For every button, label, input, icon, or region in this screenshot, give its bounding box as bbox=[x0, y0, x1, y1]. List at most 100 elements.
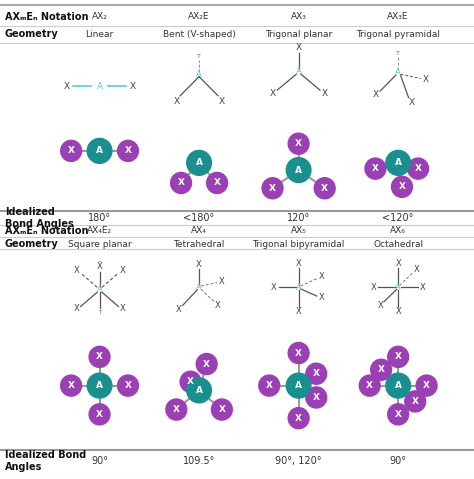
Circle shape bbox=[211, 399, 232, 420]
Text: AX₄E₂: AX₄E₂ bbox=[87, 227, 112, 235]
Text: Bent (V-shaped): Bent (V-shaped) bbox=[163, 30, 236, 39]
Circle shape bbox=[386, 150, 410, 175]
Text: X: X bbox=[415, 164, 421, 173]
Circle shape bbox=[408, 158, 428, 179]
Text: AXₘEₙ Notation: AXₘEₙ Notation bbox=[5, 226, 88, 236]
Circle shape bbox=[386, 373, 410, 398]
Text: X: X bbox=[119, 266, 125, 275]
Text: X: X bbox=[269, 184, 276, 193]
Text: AX₂E: AX₂E bbox=[188, 12, 210, 21]
Text: X: X bbox=[366, 381, 373, 390]
Text: X: X bbox=[266, 381, 273, 390]
Text: Geometry: Geometry bbox=[5, 30, 58, 39]
Text: X: X bbox=[214, 179, 220, 187]
Circle shape bbox=[171, 172, 191, 194]
Text: Trigonal pyramidal: Trigonal pyramidal bbox=[356, 30, 440, 39]
Text: X: X bbox=[423, 381, 430, 390]
Text: X: X bbox=[173, 97, 179, 105]
Text: X: X bbox=[296, 44, 301, 52]
Text: A: A bbox=[97, 82, 102, 91]
Circle shape bbox=[416, 375, 437, 396]
Text: 109.5°: 109.5° bbox=[183, 456, 215, 466]
Text: X: X bbox=[395, 410, 401, 419]
Text: <180°: <180° bbox=[183, 213, 215, 223]
Text: Tetrahedral: Tetrahedral bbox=[173, 240, 225, 249]
Text: X: X bbox=[119, 305, 125, 313]
Text: X: X bbox=[295, 139, 302, 148]
Text: A: A bbox=[395, 283, 401, 292]
Text: X: X bbox=[271, 283, 277, 292]
Text: T: T bbox=[98, 310, 101, 315]
Text: X: X bbox=[372, 164, 379, 173]
Text: X: X bbox=[176, 305, 182, 314]
Text: X: X bbox=[371, 283, 376, 292]
Text: X: X bbox=[295, 349, 302, 357]
Text: A: A bbox=[96, 147, 103, 155]
Circle shape bbox=[166, 399, 187, 420]
Circle shape bbox=[61, 140, 82, 161]
Circle shape bbox=[87, 138, 112, 163]
Text: X: X bbox=[96, 410, 103, 419]
Circle shape bbox=[187, 378, 211, 403]
Text: X: X bbox=[130, 82, 136, 91]
Text: 90°, 120°: 90°, 120° bbox=[275, 456, 322, 466]
Text: X: X bbox=[412, 397, 419, 406]
Text: X: X bbox=[296, 259, 301, 268]
Text: X: X bbox=[377, 301, 383, 310]
Circle shape bbox=[259, 375, 280, 396]
Circle shape bbox=[87, 373, 112, 398]
Text: Geometry: Geometry bbox=[5, 240, 58, 249]
Text: X: X bbox=[321, 184, 328, 193]
Circle shape bbox=[392, 176, 412, 197]
Text: Idealized
Bond Angles: Idealized Bond Angles bbox=[5, 207, 73, 229]
Text: A: A bbox=[196, 386, 202, 395]
Text: A: A bbox=[97, 285, 102, 294]
Text: A: A bbox=[96, 381, 103, 390]
Circle shape bbox=[288, 133, 309, 154]
Text: X: X bbox=[296, 307, 301, 316]
Text: <120°: <120° bbox=[383, 213, 414, 223]
Circle shape bbox=[306, 363, 327, 384]
Text: T: T bbox=[396, 51, 400, 56]
Circle shape bbox=[180, 371, 201, 392]
Text: X: X bbox=[409, 99, 414, 107]
Text: AX₂: AX₂ bbox=[91, 12, 108, 21]
Text: X: X bbox=[68, 147, 74, 155]
Circle shape bbox=[388, 346, 409, 367]
Text: X: X bbox=[295, 414, 302, 422]
Circle shape bbox=[359, 375, 380, 396]
Circle shape bbox=[207, 172, 228, 194]
Text: A: A bbox=[296, 68, 301, 76]
Text: X: X bbox=[219, 97, 225, 105]
Text: 90°: 90° bbox=[390, 456, 407, 466]
Text: A: A bbox=[295, 166, 302, 174]
Text: X: X bbox=[319, 273, 324, 281]
Text: A: A bbox=[295, 381, 302, 390]
Circle shape bbox=[187, 150, 211, 175]
Circle shape bbox=[89, 346, 110, 367]
Text: T: T bbox=[197, 54, 201, 58]
Circle shape bbox=[89, 404, 110, 425]
Text: X: X bbox=[378, 365, 384, 374]
Text: X: X bbox=[399, 182, 405, 191]
Text: Trigonal bipyramidal: Trigonal bipyramidal bbox=[253, 240, 345, 249]
Circle shape bbox=[286, 373, 311, 398]
Text: 120°: 120° bbox=[287, 213, 310, 223]
Text: X: X bbox=[373, 91, 378, 99]
Text: X: X bbox=[215, 301, 221, 309]
Text: X: X bbox=[395, 259, 401, 268]
Text: X: X bbox=[96, 353, 103, 361]
Text: AXₘEₙ Notation: AXₘEₙ Notation bbox=[5, 12, 88, 22]
Text: X: X bbox=[395, 353, 401, 361]
Text: X: X bbox=[413, 265, 419, 274]
Text: Trigonal planar: Trigonal planar bbox=[265, 30, 332, 39]
Text: X: X bbox=[64, 82, 69, 91]
Text: AX₄: AX₄ bbox=[191, 227, 207, 235]
Circle shape bbox=[288, 408, 309, 429]
Text: X: X bbox=[74, 266, 80, 275]
Text: X: X bbox=[219, 405, 225, 414]
Text: X: X bbox=[420, 283, 426, 292]
Text: 90°: 90° bbox=[91, 456, 108, 466]
Circle shape bbox=[288, 342, 309, 364]
Circle shape bbox=[306, 387, 327, 408]
